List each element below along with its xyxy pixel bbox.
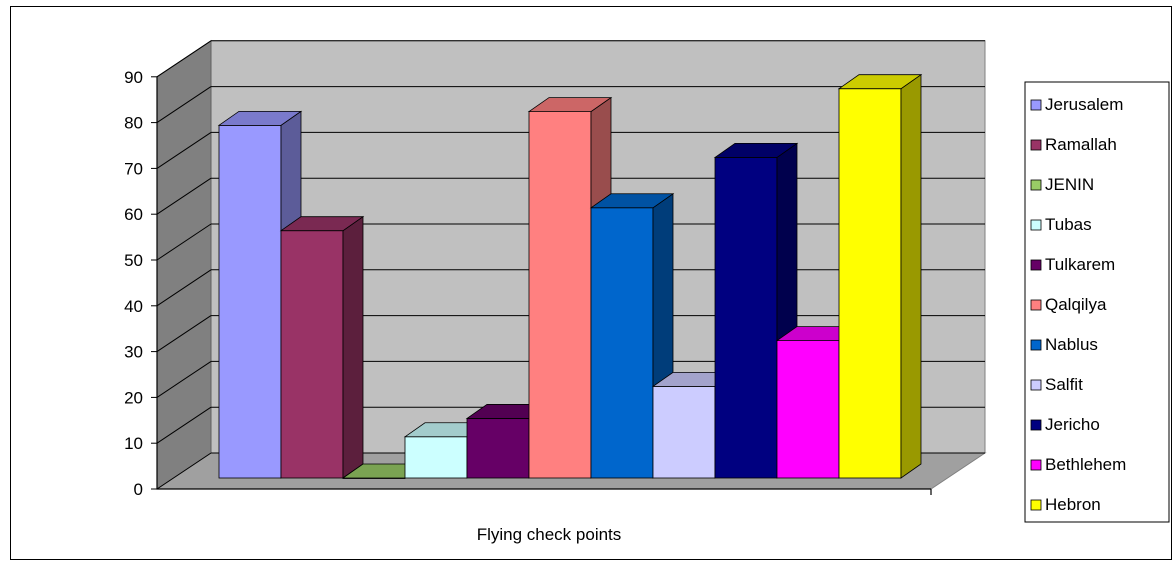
y-tick-label: 90 <box>124 68 143 87</box>
legend-label: Salfit <box>1045 375 1083 394</box>
legend: Jerusalem Ramallah JENIN Tubas Tulkarem Qalqi… <box>1024 81 1170 523</box>
legend-item: Hebron <box>1030 495 1101 514</box>
bar-hebron <box>837 73 923 479</box>
bars <box>217 73 923 479</box>
legend-item: JENIN <box>1030 175 1094 194</box>
gridline-side <box>156 223 212 261</box>
legend-item: Tubas <box>1030 215 1092 234</box>
y-tick-label: 80 <box>124 114 143 133</box>
side-wall <box>156 39 212 490</box>
legend-label: Qalqilya <box>1045 295 1107 314</box>
y-tick-label: 50 <box>124 251 143 270</box>
y-tick-label: 60 <box>124 205 143 224</box>
gridline-side <box>156 86 212 124</box>
bar-front <box>466 418 530 479</box>
legend-label: Tubas <box>1045 215 1092 234</box>
bar-front <box>590 207 654 479</box>
y-tick-label: 10 <box>124 434 143 453</box>
bar-front <box>280 230 344 479</box>
legend-label: Bethlehem <box>1045 455 1126 474</box>
legend-item: Salfit <box>1030 375 1083 394</box>
y-tick-labels: 0 10 20 30 40 50 60 70 80 90 <box>124 68 143 499</box>
legend-box <box>1024 81 1170 523</box>
axes <box>151 76 932 495</box>
legend-item: Bethlehem <box>1030 455 1126 474</box>
legend-swatch <box>1030 379 1042 391</box>
legend-swatch <box>1030 259 1042 271</box>
legend-item: Ramallah <box>1030 135 1117 154</box>
bar-top <box>713 142 799 158</box>
legend-item: Qalqilya <box>1030 295 1107 314</box>
bar-side <box>900 73 922 479</box>
bar-front <box>528 111 592 479</box>
bar-front <box>404 436 468 479</box>
bar-top <box>589 193 675 209</box>
legend-swatch <box>1030 339 1042 351</box>
bar-top <box>217 110 303 126</box>
bar-top <box>279 216 365 232</box>
legend-label: Tulkarem <box>1045 255 1115 274</box>
y-tick-label: 20 <box>124 388 143 407</box>
gridline-side <box>156 177 212 215</box>
gridline-side <box>156 406 212 444</box>
legend-label: Jerusalem <box>1045 95 1123 114</box>
legend-label: JENIN <box>1045 175 1094 194</box>
legend-item: Nablus <box>1030 335 1098 354</box>
legend-label: Ramallah <box>1045 135 1117 154</box>
gridline-side <box>156 40 212 78</box>
gridline-side <box>156 269 212 307</box>
legend-swatch <box>1030 419 1042 431</box>
bar-ramallah <box>279 215 365 479</box>
y-tick-label: 0 <box>134 480 143 499</box>
legend-swatch <box>1030 459 1042 471</box>
legend-item: Tulkarem <box>1030 255 1115 274</box>
legend-swatch <box>1030 139 1042 151</box>
legend-label: Nablus <box>1045 335 1098 354</box>
legend-swatch <box>1030 299 1042 311</box>
bar-front <box>652 385 716 479</box>
x-axis-label: Flying check points <box>477 525 622 544</box>
bar-top <box>527 97 613 112</box>
gridline-side <box>156 452 212 490</box>
legend-swatch <box>1030 99 1042 111</box>
y-tick-label: 70 <box>124 159 143 178</box>
y-tick-label: 30 <box>124 343 143 362</box>
bar-front <box>776 340 840 479</box>
y-tick-label: 40 <box>124 297 143 316</box>
gridline-side <box>156 360 212 398</box>
gridline-side <box>156 131 212 169</box>
legend-swatch <box>1030 179 1042 191</box>
bar-top <box>837 74 923 90</box>
legend-label: Jericho <box>1045 415 1100 434</box>
legend-item: Jerusalem <box>1030 95 1123 114</box>
legend-swatch <box>1030 219 1042 231</box>
chart-frame: 0 10 20 30 40 50 60 70 80 90 Flying check points … <box>10 6 1172 560</box>
bar-front <box>838 88 902 479</box>
bar-front <box>218 124 282 479</box>
gridline-side <box>156 315 212 353</box>
bar-front <box>714 156 778 479</box>
bar-side <box>342 215 364 479</box>
legend-label: Hebron <box>1045 495 1101 514</box>
legend-item: Jericho <box>1030 415 1100 434</box>
legend-swatch <box>1030 499 1042 511</box>
